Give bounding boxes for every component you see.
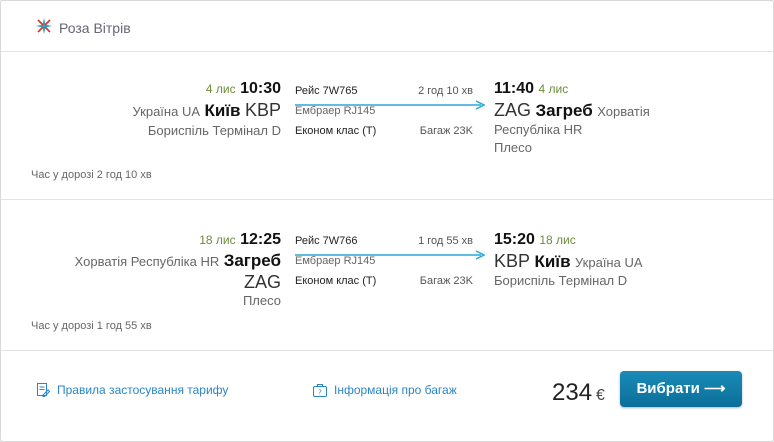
baggage-info-label: Інформація про багаж <box>334 383 457 397</box>
offer-footer: Правила застосування тарифу ? Інформація… <box>1 352 773 442</box>
departure-country: Хорватія Республіка HR <box>74 254 220 269</box>
arrival-airport: Плесо <box>494 140 533 155</box>
flight-segment-return: 18 лис 12:25 Хорватія Республіка HR Загр… <box>1 201 773 351</box>
arrival-date: 18 лис <box>539 233 576 247</box>
baggage-allowance: Багаж 23K <box>419 275 473 287</box>
arrival-info: 15:20 18 лис KBP Київ Україна UA Бориспі… <box>494 230 643 290</box>
card-header: Роза Вітрів <box>1 1 773 52</box>
arrival-country: Хорватія <box>597 104 650 119</box>
arrival-time: 15:20 <box>494 231 535 248</box>
flight-details: Рейс 7W766 1 год 55 хв Ембраер RJ145 Еко… <box>295 231 485 291</box>
flight-number: Рейс 7W765 <box>295 85 358 97</box>
price-amount: 234 <box>552 379 593 406</box>
flight-duration: 1 год 55 хв <box>418 235 473 247</box>
departure-date: 18 лис <box>199 233 236 247</box>
arrival-country: Україна UA <box>575 255 643 270</box>
fare-rules-link[interactable]: Правила застосування тарифу <box>35 382 228 398</box>
arrival-city: Київ <box>534 252 571 271</box>
aircraft-type: Ембраер RJ145 <box>295 255 376 267</box>
select-offer-button[interactable]: Вибрати ⟶ <box>620 371 742 407</box>
airline-name: Роза Вітрів <box>59 20 131 36</box>
departure-city: Загреб <box>223 251 281 270</box>
arrival-country-full: Республіка HR <box>494 122 583 137</box>
departure-code: ZAG <box>243 272 281 292</box>
price-currency: € <box>596 387 605 404</box>
departure-time: 10:30 <box>240 80 281 97</box>
total-travel-time: Час у дорозі 2 год 10 хв <box>31 169 152 181</box>
offer-price: 234 € <box>552 379 605 407</box>
aircraft-type: Ембраер RJ145 <box>295 105 376 117</box>
departure-info: 18 лис 12:25 Хорватія Республіка HR Загр… <box>75 230 281 310</box>
departure-country: Україна UA <box>132 104 200 119</box>
departure-info: 4 лис 10:30 Україна UA Київ KBP Бориспіл… <box>132 79 281 141</box>
arrival-city: Загреб <box>535 101 593 120</box>
arrival-code: KBP <box>494 251 531 271</box>
departure-time: 12:25 <box>240 231 281 248</box>
arrival-time: 11:40 <box>494 80 535 97</box>
departure-airport: Плесо <box>242 293 281 308</box>
departure-city: Київ <box>204 101 241 120</box>
cabin-class: Економ клас (T) <box>295 275 377 287</box>
arrival-info: 11:40 4 лис ZAG Загреб Хорватія Республі… <box>494 79 650 157</box>
flight-segment-outbound: 4 лис 10:30 Україна UA Київ KBP Бориспіл… <box>1 53 773 200</box>
baggage-info-link[interactable]: ? Інформація про багаж <box>312 382 457 398</box>
departure-date: 4 лис <box>205 82 236 96</box>
flight-duration: 2 год 10 хв <box>418 85 473 97</box>
departure-airport: Бориспіль Термінал D <box>147 123 281 138</box>
total-travel-time: Час у дорозі 1 год 55 хв <box>31 320 152 332</box>
route-arrow-icon <box>295 100 485 110</box>
fare-rules-label: Правила застосування тарифу <box>57 383 229 397</box>
arrival-airport: Бориспіль Термінал D <box>494 273 628 288</box>
departure-code: KBP <box>244 100 281 120</box>
document-icon <box>37 383 51 397</box>
flight-number: Рейс 7W766 <box>295 235 358 247</box>
route-arrow-icon <box>295 250 485 260</box>
baggage-icon: ? <box>313 384 327 397</box>
arrival-date: 4 лис <box>538 82 569 96</box>
arrival-code: ZAG <box>494 100 532 120</box>
flight-details: Рейс 7W765 2 год 10 хв Ембраер RJ145 Еко… <box>295 81 485 141</box>
cabin-class: Економ клас (T) <box>295 125 377 137</box>
airline-logo-icon <box>36 18 52 34</box>
baggage-allowance: Багаж 23K <box>419 125 473 137</box>
svg-text:?: ? <box>318 389 322 397</box>
